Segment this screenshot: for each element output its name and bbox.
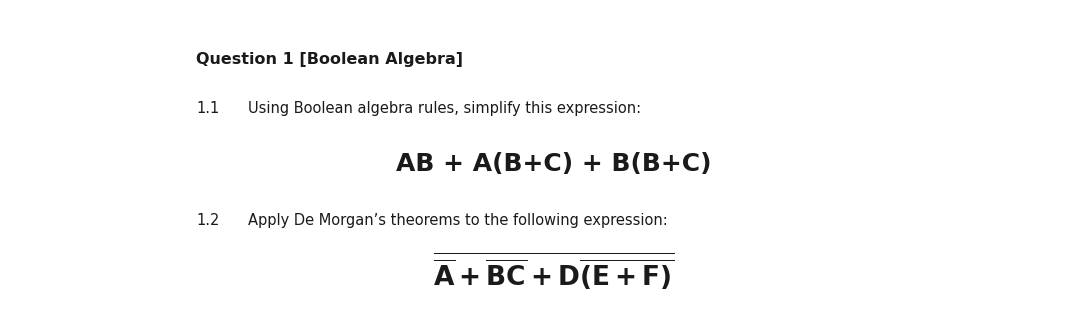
Text: Using Boolean algebra rules, simplify this expression:: Using Boolean algebra rules, simplify th…	[248, 101, 642, 116]
Text: 1.2: 1.2	[197, 213, 219, 227]
Text: 1.1: 1.1	[197, 101, 219, 116]
Text: Apply De Morgan’s theorems to the following expression:: Apply De Morgan’s theorems to the follow…	[248, 213, 667, 227]
Text: Question 1 [Boolean Algebra]: Question 1 [Boolean Algebra]	[197, 52, 463, 67]
Text: $\mathbf{\overline{\overline{A} + \overline{BC} + D\overline{(E + F)}}}$: $\mathbf{\overline{\overline{A} + \overl…	[433, 251, 674, 292]
Text: AB + A(B+C) + B(B+C): AB + A(B+C) + B(B+C)	[395, 152, 712, 176]
